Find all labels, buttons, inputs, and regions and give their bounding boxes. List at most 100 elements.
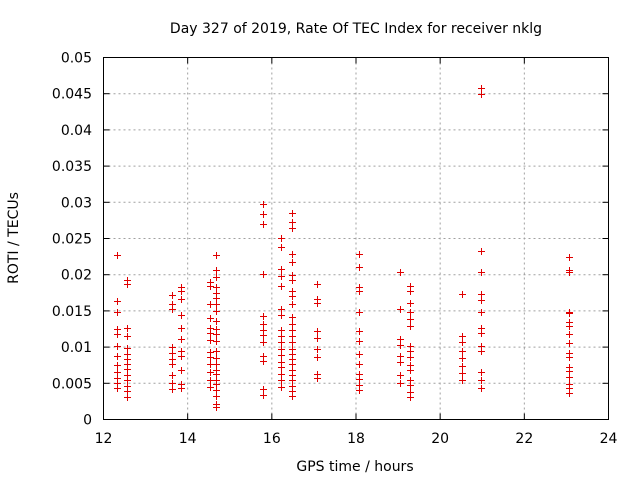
data-point	[407, 354, 414, 361]
data-point	[213, 361, 220, 368]
data-point	[278, 384, 285, 391]
data-point	[459, 339, 466, 346]
data-point	[213, 381, 220, 388]
data-point	[478, 348, 485, 355]
y-tick-label: 0.01	[61, 340, 92, 356]
x-tick-label: 12	[95, 431, 113, 447]
data-point	[356, 309, 363, 316]
data-point	[114, 343, 121, 350]
data-point	[278, 352, 285, 359]
x-tick-label: 20	[431, 431, 449, 447]
data-point	[207, 337, 214, 344]
data-point	[459, 370, 466, 377]
data-point	[169, 306, 176, 313]
data-point	[314, 346, 321, 353]
data-point	[566, 390, 573, 397]
grid-lines	[103, 57, 609, 420]
data-point	[278, 346, 285, 353]
axis-ticks	[103, 57, 609, 420]
data-point	[207, 315, 214, 322]
data-point	[213, 338, 220, 345]
data-point	[178, 367, 185, 374]
data-point	[478, 309, 485, 316]
data-point	[397, 269, 404, 276]
data-point	[289, 259, 296, 266]
data-point	[260, 201, 267, 208]
data-point	[289, 225, 296, 232]
data-point	[278, 339, 285, 346]
data-point	[478, 248, 485, 255]
data-point	[213, 387, 220, 394]
data-point	[356, 328, 363, 335]
data-point	[478, 297, 485, 304]
data-point	[124, 366, 131, 373]
data-point	[213, 348, 220, 355]
data-point	[407, 367, 414, 374]
data-point	[178, 336, 185, 343]
data-point	[207, 354, 214, 361]
data-point	[478, 85, 485, 92]
data-point	[478, 269, 485, 276]
data-point	[169, 386, 176, 393]
data-point	[566, 354, 573, 361]
data-point	[289, 327, 296, 334]
data-point	[213, 284, 220, 291]
plot-frame	[103, 57, 609, 420]
data-point	[260, 313, 267, 320]
data-point	[213, 252, 220, 259]
data-point	[566, 331, 573, 338]
data-point	[566, 323, 573, 330]
data-point	[169, 350, 176, 357]
data-point	[289, 377, 296, 384]
y-tick-label: 0.05	[61, 51, 92, 67]
data-point	[207, 377, 214, 384]
data-point	[207, 301, 214, 308]
data-point	[207, 283, 214, 290]
data-point	[289, 301, 296, 308]
data-point	[260, 221, 267, 228]
data-point	[213, 393, 220, 400]
data-point	[407, 323, 414, 330]
data-point	[397, 380, 404, 387]
data-point	[278, 364, 285, 371]
data-point	[478, 91, 485, 98]
y-tick-label: 0.02	[61, 268, 92, 284]
data-point	[566, 368, 573, 375]
data-point	[260, 321, 267, 328]
data-point	[260, 386, 267, 393]
x-tick-label: 24	[600, 431, 618, 447]
data-point	[407, 309, 414, 316]
data-point	[278, 371, 285, 378]
data-point	[314, 300, 321, 307]
data-point	[124, 281, 131, 288]
data-point	[114, 309, 121, 316]
x-tick-labels: 12 14 16 18 20 22 24	[95, 431, 618, 447]
data-point	[169, 361, 176, 368]
chart-title: Day 327 of 2019, Rate Of TEC Index for r…	[170, 21, 542, 37]
data-point	[260, 339, 267, 346]
data-point	[478, 291, 485, 298]
data-point	[397, 306, 404, 313]
data-point	[314, 281, 321, 288]
data-point	[169, 292, 176, 299]
data-point	[178, 288, 185, 295]
data-point	[278, 266, 285, 273]
data-point	[289, 251, 296, 258]
data-point	[356, 264, 363, 271]
data-point	[356, 338, 363, 345]
data-point	[213, 301, 220, 308]
data-point	[407, 300, 414, 307]
data-point	[356, 376, 363, 383]
data-point	[478, 377, 485, 384]
data-point	[213, 355, 220, 362]
data-point	[566, 310, 573, 317]
data-point	[260, 392, 267, 399]
data-point	[178, 325, 185, 332]
x-tick-label: 22	[515, 431, 533, 447]
data-point	[169, 344, 176, 351]
y-tick-label: 0.04	[61, 123, 92, 139]
data-point	[314, 375, 321, 382]
data-point	[459, 348, 466, 355]
data-point	[459, 363, 466, 370]
data-point	[397, 359, 404, 366]
